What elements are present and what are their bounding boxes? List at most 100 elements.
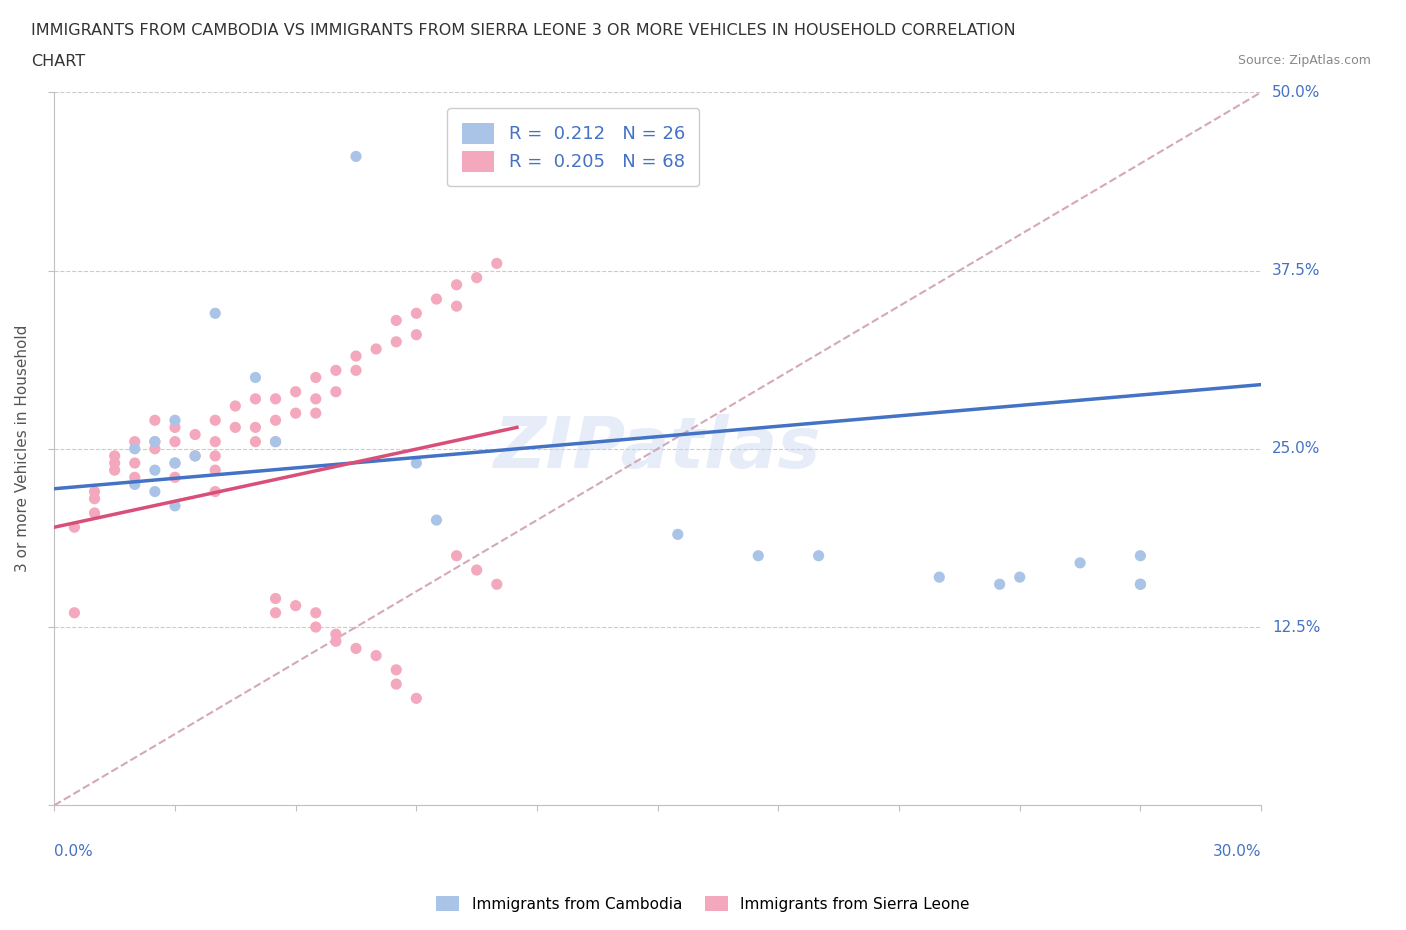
Point [385,313,408,328]
Point [385,662,408,677]
Point [124,470,146,485]
Text: IMMIGRANTS FROM CAMBODIA VS IMMIGRANTS FROM SIERRA LEONE 3 OR MORE VEHICLES IN H: IMMIGRANTS FROM CAMBODIA VS IMMIGRANTS F… [31,23,1015,38]
Point [204,434,226,449]
Point [344,641,367,656]
Point [747,549,769,564]
Point [204,306,226,321]
Point [143,434,166,449]
Point [385,677,408,692]
Text: 50.0%: 50.0% [1272,85,1320,100]
Point [446,299,468,313]
Point [305,605,328,620]
Point [405,327,427,342]
Point [666,527,689,542]
Point [184,448,207,463]
Point [264,434,287,449]
Legend: Immigrants from Cambodia, Immigrants from Sierra Leone: Immigrants from Cambodia, Immigrants fro… [430,889,976,918]
Point [245,392,267,406]
Point [224,420,246,435]
Point [245,370,267,385]
Point [143,434,166,449]
Point [325,384,347,399]
Point [1008,570,1031,585]
Point [344,149,367,164]
Point [124,442,146,457]
Point [124,434,146,449]
Point [143,485,166,499]
Point [204,485,226,499]
Point [344,349,367,364]
Point [284,598,307,613]
Point [104,448,127,463]
Point [104,463,127,478]
Point [446,549,468,564]
Point [1129,577,1152,591]
Point [163,498,186,513]
Point [163,434,186,449]
Point [143,442,166,457]
Point [988,577,1011,591]
Point [305,392,328,406]
Point [163,456,186,471]
Point [83,491,105,506]
Point [204,413,226,428]
Point [264,413,287,428]
Point [184,448,207,463]
Point [63,520,86,535]
Point [163,420,186,435]
Point [245,434,267,449]
Point [485,256,508,271]
Point [325,634,347,649]
Point [124,456,146,471]
Point [124,477,146,492]
Point [465,563,488,578]
Point [104,456,127,471]
Point [143,413,166,428]
Point [264,392,287,406]
Point [325,627,347,642]
Text: ZIPatlas: ZIPatlas [494,414,821,484]
Point [264,434,287,449]
Point [83,485,105,499]
Text: 12.5%: 12.5% [1272,619,1320,634]
Point [264,591,287,606]
Legend: R =  0.212   N = 26, R =  0.205   N = 68: R = 0.212 N = 26, R = 0.205 N = 68 [447,109,699,186]
Point [1069,555,1091,570]
Point [405,456,427,471]
Text: 0.0%: 0.0% [55,844,93,859]
Point [807,549,830,564]
Text: 25.0%: 25.0% [1272,441,1320,457]
Point [485,577,508,591]
Point [83,506,105,521]
Point [163,470,186,485]
Point [405,306,427,321]
Point [465,271,488,286]
Point [305,405,328,420]
Point [1129,549,1152,564]
Point [325,363,347,378]
Point [204,448,226,463]
Text: CHART: CHART [31,54,84,69]
Point [425,292,447,307]
Y-axis label: 3 or more Vehicles in Household: 3 or more Vehicles in Household [15,326,30,573]
Point [305,619,328,634]
Point [143,463,166,478]
Point [928,570,950,585]
Point [284,405,307,420]
Point [163,456,186,471]
Point [224,399,246,414]
Text: 37.5%: 37.5% [1272,263,1320,278]
Point [425,512,447,527]
Point [305,370,328,385]
Point [366,648,388,663]
Point [344,363,367,378]
Point [245,420,267,435]
Point [385,335,408,350]
Point [184,427,207,442]
Point [446,277,468,292]
Point [284,384,307,399]
Text: Source: ZipAtlas.com: Source: ZipAtlas.com [1237,54,1371,67]
Point [204,463,226,478]
Text: 30.0%: 30.0% [1212,844,1261,859]
Point [63,605,86,620]
